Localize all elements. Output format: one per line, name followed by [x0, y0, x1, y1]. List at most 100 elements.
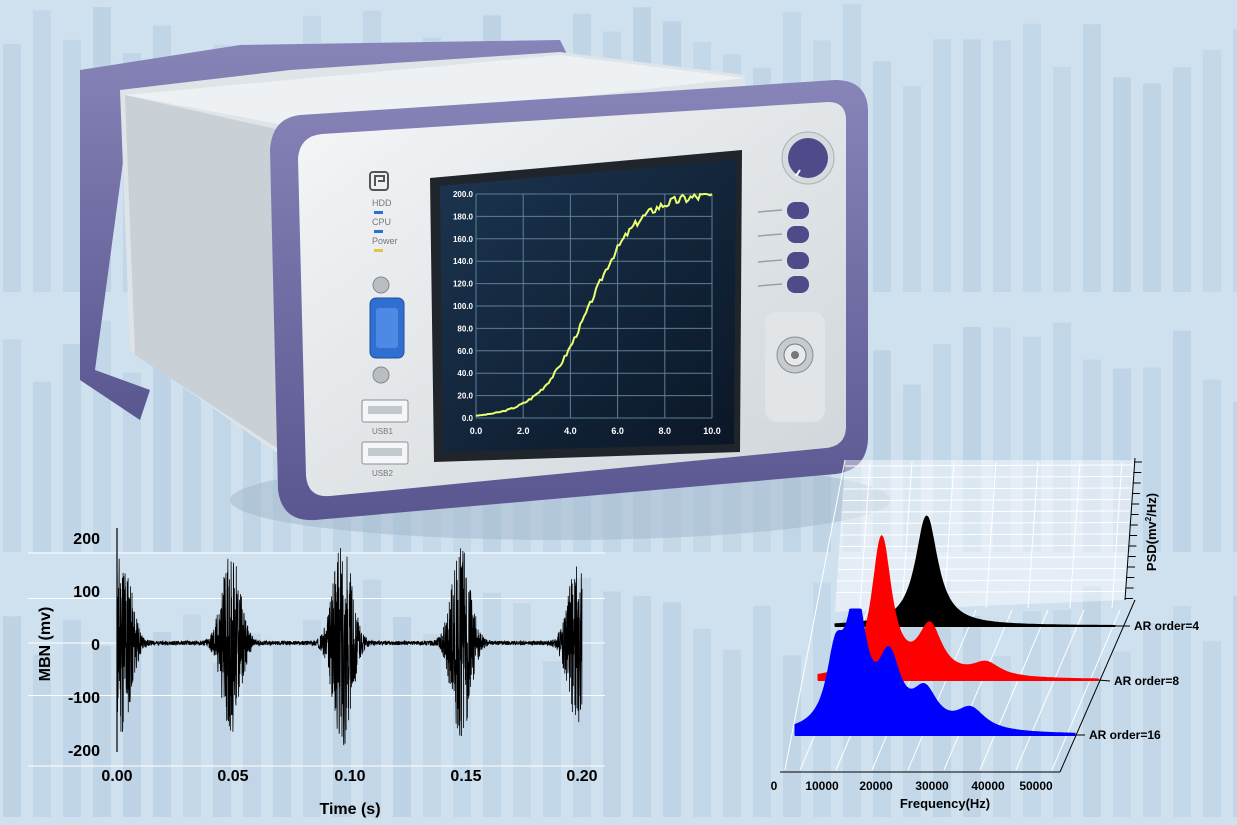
- psd-x-tick-label: 10000: [805, 779, 839, 793]
- screen-x-tick: 8.0: [659, 426, 672, 436]
- psd-grid-line: [943, 461, 955, 609]
- background-stripe: [153, 632, 171, 817]
- background-stripe: [183, 361, 201, 552]
- side-button-line: [757, 209, 783, 213]
- mbn-x-tick-label: 0.10: [334, 768, 365, 785]
- background-stripe: [993, 656, 1011, 817]
- background-stripe: [1083, 24, 1101, 293]
- psd-x-tick-label: 30000: [915, 779, 949, 793]
- background-stripe: [63, 344, 81, 552]
- background-stripe: [1053, 322, 1071, 552]
- mbn-signal-trace: [116, 548, 583, 746]
- background-stripe: [963, 39, 981, 293]
- device-screen-plot: 0.0 2.0 4.0 6.0 8.0 10.0 0.0 20.0 40.0 60.0 80.0 10…: [453, 190, 721, 436]
- background-stripe: [1203, 640, 1221, 817]
- screen-y-tick: 40.0: [457, 369, 473, 378]
- psd-x-axis-label: Frequency(Hz): [900, 796, 990, 811]
- background-stripe: [1173, 606, 1191, 817]
- psd-grid-line: [985, 461, 997, 609]
- background-stripe: [543, 661, 561, 817]
- psd-x-tick-label: 20000: [859, 779, 893, 793]
- side-button[interactable]: [787, 202, 809, 219]
- background-stripe: [1083, 359, 1101, 552]
- mbn-x-tick-label: 0.00: [101, 768, 132, 785]
- psd-grid-line: [979, 609, 1049, 771]
- background-stripe: [1053, 610, 1071, 817]
- background-stripe: [963, 326, 981, 552]
- background-stripe: [603, 591, 621, 817]
- background-stripe: [1173, 67, 1191, 292]
- background-stripe: [423, 634, 441, 817]
- side-button[interactable]: [787, 276, 809, 293]
- connector-icon: [776, 336, 814, 374]
- psd-depth-axis: [1059, 599, 1136, 773]
- background-stripe: [1143, 623, 1161, 817]
- mbn-y-tick-label: 100: [73, 584, 100, 601]
- background-stripe: [303, 620, 321, 817]
- side-button[interactable]: [787, 226, 809, 243]
- background-stripe: [3, 339, 21, 552]
- screen-y-tick: 160.0: [453, 235, 474, 244]
- psd-grid-line: [901, 461, 913, 609]
- side-button-line: [757, 259, 783, 263]
- background-stripe: [1053, 66, 1071, 293]
- usb-port-icon: [361, 399, 409, 465]
- psd-grid-line: [840, 522, 1130, 524]
- screen-curve: [475, 192, 713, 417]
- side-button[interactable]: [787, 252, 809, 269]
- background-stripe: [993, 327, 1011, 552]
- screen-y-tick: 140.0: [453, 257, 474, 266]
- background-stripe: [363, 579, 381, 817]
- screen-x-tick: 6.0: [611, 426, 624, 436]
- screen-y-tick: 20.0: [457, 392, 473, 401]
- psd-series-label: AR order=16: [1089, 728, 1161, 742]
- background-stripe: [1233, 401, 1237, 552]
- background-stripe: [1083, 586, 1101, 817]
- indicator-cpu-label: CPU: [372, 217, 391, 227]
- usb2-label: USB2: [372, 469, 393, 478]
- mbn-y-tick-label: 200: [73, 531, 100, 548]
- screen-y-tick: 120.0: [453, 280, 474, 289]
- screen-y-tick: 0.0: [462, 414, 474, 423]
- background-stripe: [213, 372, 231, 552]
- background-stripe: [33, 10, 51, 292]
- background-stripe: [153, 328, 171, 552]
- indicator-hdd-label: HDD: [372, 198, 392, 208]
- screen-y-tick: 80.0: [457, 324, 473, 333]
- screen-x-tick: 0.0: [470, 426, 483, 436]
- background-stripe: [63, 619, 81, 817]
- background-stripe: [1203, 379, 1221, 552]
- background-stripe: [1113, 368, 1131, 552]
- screen-y-tick: 60.0: [457, 347, 473, 356]
- knob-icon: [781, 131, 835, 185]
- indicator-cpu-led: [374, 230, 383, 233]
- screen-y-tick: 200.0: [453, 190, 474, 199]
- usb1-label: USB1: [372, 427, 393, 436]
- indicator-hdd-led: [374, 211, 383, 214]
- background-stripe: [903, 85, 921, 292]
- background-stripe: [1113, 77, 1131, 292]
- indicator-power-led: [374, 249, 383, 252]
- mbn-x-tick-label: 0.05: [217, 768, 248, 785]
- background-stripe: [273, 642, 291, 817]
- background-stripe: [513, 603, 531, 817]
- screen-y-tick: 100.0: [453, 302, 474, 311]
- psd-grid-line: [842, 499, 1131, 501]
- background-stripe: [633, 595, 651, 817]
- psd-series-leader: [1097, 679, 1111, 682]
- background-stripe: [1143, 83, 1161, 293]
- background-stripe: [3, 44, 21, 292]
- mbn-x-tick-label: 0.20: [566, 768, 597, 785]
- background-stripe: [93, 645, 111, 817]
- background-stripe: [723, 649, 741, 817]
- background-stripe: [1233, 595, 1237, 817]
- psd-grid-line: [1015, 609, 1085, 771]
- background-stripe: [3, 616, 21, 817]
- psd-z-axis-label: PSD(mv2/Hz): [1144, 493, 1159, 571]
- psd-grid-line: [859, 461, 871, 609]
- background-stripe: [663, 602, 681, 817]
- psd-grid-line: [1111, 461, 1123, 609]
- background-stripe: [1203, 49, 1221, 292]
- mbn-x-tick-label: 0.15: [450, 768, 481, 785]
